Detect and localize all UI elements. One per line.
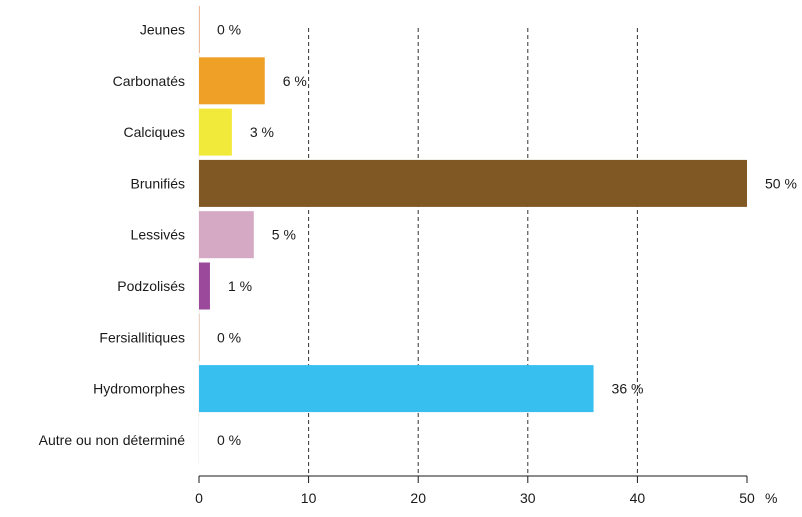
category-label-2: Calciques	[124, 124, 185, 140]
category-label-8: Autre ou non déterminé	[39, 432, 186, 448]
value-label-3: 50 %	[765, 175, 797, 191]
x-tick-label-0: 0	[195, 490, 203, 506]
value-label-4: 5 %	[272, 227, 296, 243]
value-label-5: 1 %	[228, 278, 252, 294]
category-labels: Jeunes Carbonatés Calciques Brunifiés Lessiv…	[39, 22, 186, 448]
category-label-3: Brunifiés	[131, 175, 185, 191]
bar-7	[199, 365, 594, 413]
category-label-0: Jeunes	[140, 22, 185, 38]
bar-2	[199, 108, 232, 156]
category-label-1: Carbonatés	[113, 73, 185, 89]
x-tick-label-20: 20	[410, 490, 426, 506]
value-label-0: 0 %	[217, 22, 241, 38]
value-label-8: 0 %	[217, 432, 241, 448]
x-tick-label-40: 40	[630, 490, 646, 506]
bar-1	[199, 57, 265, 105]
bar-5	[199, 262, 210, 310]
value-label-1: 6 %	[283, 73, 307, 89]
value-label-2: 3 %	[250, 124, 274, 140]
category-label-4: Lessivés	[131, 227, 185, 243]
category-label-5: Podzolisés	[117, 278, 185, 294]
bar-4	[199, 211, 254, 259]
value-label-7: 36 %	[612, 381, 644, 397]
x-tick-label-10: 10	[301, 490, 317, 506]
bar-3	[199, 159, 747, 207]
bar-6	[199, 313, 200, 361]
value-labels: 0 % 6 % 3 % 50 % 5 % 1 % 0 % 36 % 0 %	[217, 22, 797, 448]
bars-group	[199, 6, 747, 464]
x-axis-unit: %	[765, 490, 777, 506]
x-tick-label-50: 50	[739, 490, 755, 506]
bar-0	[199, 6, 200, 53]
x-tick-label-30: 30	[520, 490, 536, 506]
value-label-6: 0 %	[217, 329, 241, 345]
category-label-7: Hydromorphes	[93, 381, 185, 397]
category-label-6: Fersiallitiques	[99, 329, 185, 345]
bar-8	[199, 416, 200, 464]
x-axis: % 0 10 20 30 40 50	[195, 475, 777, 506]
